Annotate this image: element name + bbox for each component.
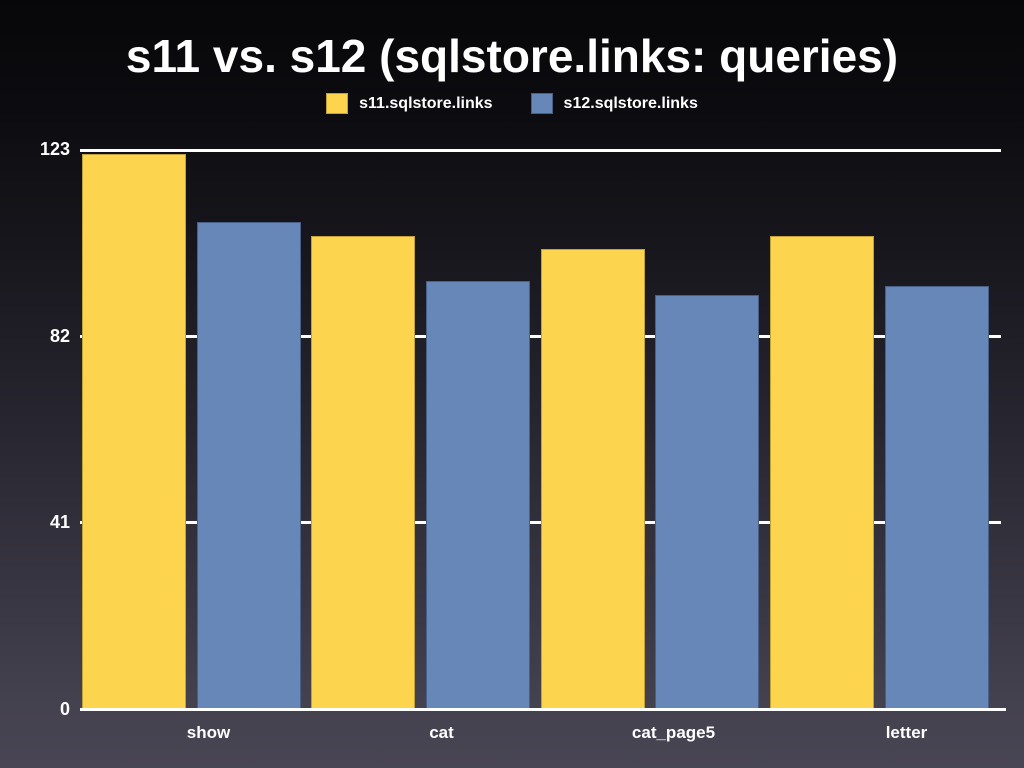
y-axis-tick-123: 123	[39, 139, 70, 159]
bar-s12-cat_page5	[655, 295, 759, 709]
legend-swatch-s11-icon	[326, 93, 349, 114]
legend-item-s11: s11.sqlstore.links	[326, 93, 493, 114]
x-axis-label-letter: letter	[885, 723, 928, 742]
bar-s11-show	[82, 154, 186, 709]
chart-title: s11 vs. s12 (sqlstore.links: queries)	[125, 30, 899, 82]
legend-label-s11: s11.sqlstore.links	[359, 94, 493, 112]
legend-label-s12: s12.sqlstore.links	[563, 94, 698, 112]
gridline-y123	[80, 149, 1001, 152]
gridline-y41	[80, 521, 1001, 524]
x-axis-label-cat: cat	[429, 723, 454, 742]
gridline-y82	[80, 335, 1001, 338]
bar-s12-show	[197, 222, 301, 709]
x-axis-label-show: show	[186, 723, 231, 742]
bar-s12-letter	[885, 286, 989, 709]
bar-s12-cat	[426, 281, 530, 709]
x-axis-baseline	[80, 708, 1006, 711]
y-axis-tick-0: 0	[59, 699, 70, 719]
x-axis-label-cat_page5: cat_page5	[631, 723, 716, 742]
bar-s11-letter	[770, 236, 874, 709]
chart-legend: s11.sqlstore.links s12.sqlstore.links	[0, 93, 1024, 114]
y-axis-tick-82: 82	[49, 326, 70, 346]
bar-s11-cat_page5	[541, 249, 645, 709]
y-axis-tick-41: 41	[49, 512, 70, 532]
bar-s11-cat	[311, 236, 415, 709]
legend-swatch-s12-icon	[530, 93, 553, 114]
legend-item-s12: s12.sqlstore.links	[530, 93, 698, 114]
